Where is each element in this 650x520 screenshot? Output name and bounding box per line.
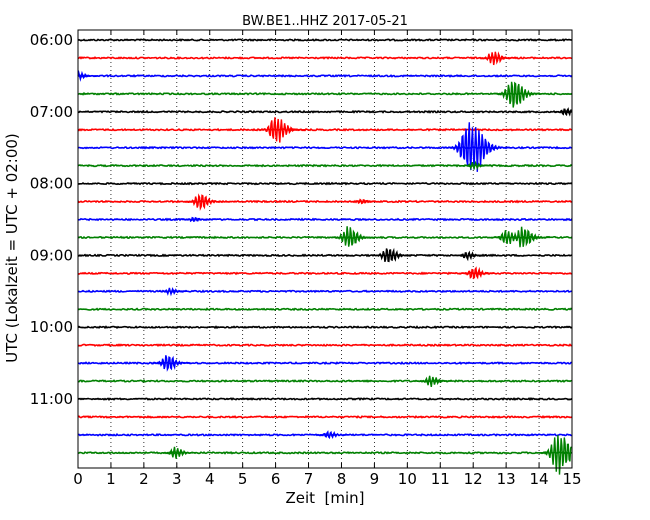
event-08:45-13.5 (505, 226, 550, 248)
x-tick-label: 14 (530, 470, 549, 488)
x-tick-label: 0 (73, 470, 83, 488)
y-tick-label: 08:00 (30, 175, 73, 193)
event-09:30-2.8 (158, 287, 189, 297)
trace-09:00 (77, 253, 573, 258)
trace-06:00 (77, 38, 573, 42)
y-tick-label: 09:00 (30, 246, 73, 264)
x-tick-label: 11 (431, 470, 450, 488)
event-07:00-14.8 (552, 107, 572, 117)
trace-08:45 (77, 235, 573, 240)
trace-09:45 (77, 307, 573, 312)
x-tick-label: 10 (398, 470, 417, 488)
x-tick-label: 13 (497, 470, 516, 488)
trace-09:30 (77, 289, 573, 294)
event-07:15-6 (256, 117, 306, 143)
x-tick-label: 7 (304, 470, 314, 488)
event-09:00-9.4 (372, 247, 413, 263)
x-tick-label: 3 (172, 470, 182, 488)
event-09:15-12 (459, 266, 496, 280)
x-axis-ticks: 0 1 2 3 4 5 6 7 8 9 10 11 12 13 14 15 (73, 30, 582, 488)
x-tick-label: 8 (337, 470, 347, 488)
chart-title: BW.BE1..HHZ 2017-05-21 (242, 14, 408, 29)
trace-08:30 (77, 217, 573, 222)
trace-06:45 (77, 91, 573, 96)
trace-06:30 (77, 73, 573, 78)
event-06:30-0.05 (77, 69, 99, 82)
x-axis-label: Zeit [min] (285, 489, 364, 507)
event-11:45-14.6 (536, 435, 573, 475)
x-tick-label: 9 (370, 470, 380, 488)
event-07:45-12 (461, 160, 492, 171)
trace-07:45 (77, 163, 573, 168)
trace-09:15 (77, 271, 573, 276)
event-11:30-7.6 (315, 430, 348, 440)
event-06:15-12.6 (478, 51, 517, 66)
y-tick-label: 10:00 (30, 318, 73, 336)
seismic-events (77, 51, 573, 475)
event-08:30-3.5 (181, 216, 212, 223)
trace-10:15 (77, 343, 573, 348)
y-axis-label: UTC (Lokalzeit = UTC + 02:00) (3, 133, 21, 363)
x-tick-label: 4 (205, 470, 215, 488)
trace-10:00 (77, 325, 573, 330)
trace-11:00 (77, 397, 573, 402)
x-tick-label: 15 (562, 470, 581, 488)
x-tick-label: 6 (271, 470, 281, 488)
event-08:15-3.7 (184, 193, 225, 212)
x-tick-label: 2 (139, 470, 149, 488)
event-10:30-2.7 (151, 355, 192, 372)
event-11:45-2.95 (161, 446, 197, 459)
plot-frame (77, 29, 573, 469)
y-tick-label: 06:00 (30, 31, 73, 49)
x-tick-label: 5 (238, 470, 248, 488)
event-10:45-10.7 (416, 375, 452, 388)
y-axis-ticks: 06:00 07:00 08:00 09:00 10:00 11:00 (30, 31, 572, 408)
trace-11:15 (77, 415, 573, 419)
event-08:45-8.2 (331, 226, 376, 247)
y-tick-label: 07:00 (30, 103, 73, 121)
trace-11:45 (77, 450, 573, 455)
trace-08:00 (77, 181, 573, 186)
event-08:15-8.6 (349, 198, 380, 205)
event-07:30-11.9 (442, 122, 513, 172)
trace-07:00 (77, 109, 573, 114)
trace-08:15 (77, 199, 573, 204)
trace-10:45 (77, 379, 573, 384)
x-tick-label: 12 (464, 470, 483, 488)
y-tick-label: 11:00 (30, 390, 73, 408)
event-06:45-13.2 (493, 81, 544, 108)
trace-07:15 (77, 127, 573, 132)
event-09:00-11.8 (454, 250, 487, 262)
x-tick-label: 1 (106, 470, 116, 488)
